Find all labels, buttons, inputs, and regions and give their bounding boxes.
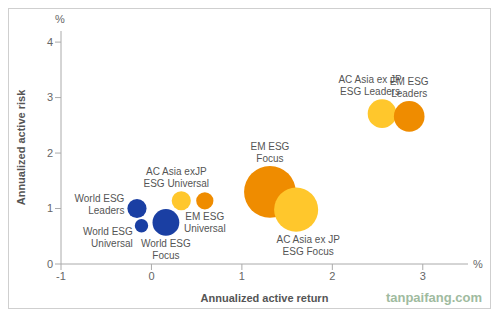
svg-text:World ESGUniversal: World ESGUniversal: [83, 226, 133, 249]
svg-text:0: 0: [148, 270, 154, 282]
svg-text:1: 1: [47, 202, 53, 214]
svg-text:4: 4: [47, 36, 53, 48]
svg-text:AC Asia exJPESG Universal: AC Asia exJPESG Universal: [144, 166, 210, 189]
html-text:tanpaifang.com: tanpaifang.com: [385, 290, 482, 305]
svg-text:Annualized active return: Annualized active return: [201, 292, 329, 304]
svg-text:World ESGLeaders: World ESGLeaders: [75, 193, 125, 216]
svg-text:0: 0: [47, 258, 53, 270]
svg-text:2: 2: [329, 270, 335, 282]
svg-text:EM ESGLeaders: EM ESGLeaders: [390, 76, 429, 99]
svg-text:1: 1: [239, 270, 245, 282]
svg-text:World ESGFocus: World ESGFocus: [141, 238, 191, 261]
html-text:ESG Leaders: ESG Leaders: [340, 86, 401, 98]
svg-text:2: 2: [47, 147, 53, 159]
svg-text:3: 3: [420, 270, 426, 282]
html-text:AC Asia ex JP: AC Asia ex JP: [338, 74, 402, 86]
svg-text:AC Asia ex JPESG Focus: AC Asia ex JPESG Focus: [276, 234, 340, 257]
svg-text:Annualized active risk: Annualized active risk: [15, 89, 27, 205]
svg-text:EM ESGFocus: EM ESGFocus: [250, 141, 289, 164]
svg-text:-1: -1: [56, 270, 66, 282]
svg-text:3: 3: [47, 91, 53, 103]
svg-text:EM ESGUniversal: EM ESGUniversal: [184, 211, 226, 234]
